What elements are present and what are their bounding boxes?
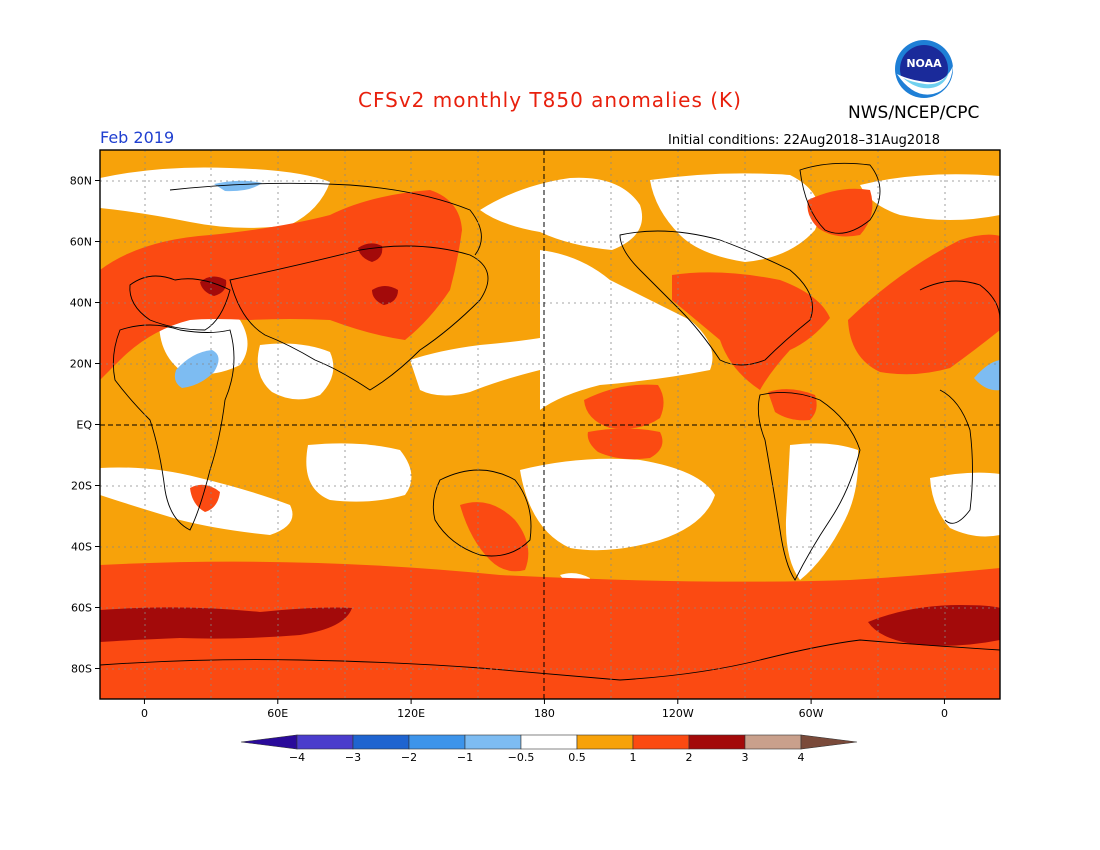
lon-label: 120W bbox=[662, 707, 694, 720]
colorbar-label: −4 bbox=[289, 751, 305, 764]
colorbar-segment bbox=[352, 734, 410, 750]
anomaly-map: 80N 60N 40N 20N EQ 20S 40S 60S 80S 0 60E 120E 180 120… bbox=[70, 149, 1001, 721]
axis-labels: 80N 60N 40N 20N EQ 20S 40S 60S 80S 0 60E 120E 180 120… bbox=[70, 175, 948, 721]
graticule bbox=[100, 150, 1000, 699]
colorbar-arrow-right bbox=[800, 734, 858, 750]
lat-label: 60S bbox=[71, 602, 92, 615]
colorbar-label: 1 bbox=[630, 751, 637, 764]
noaa-logo-text: NOAA bbox=[906, 57, 942, 70]
neutral-anomaly-regions bbox=[100, 167, 1000, 668]
colorbar-label: 3 bbox=[742, 751, 749, 764]
coastlines bbox=[100, 162, 1000, 681]
lat-label: 80S bbox=[71, 663, 92, 676]
colorbar-segment bbox=[464, 734, 522, 750]
chart-title: CFSv2 monthly T850 anomalies (K) bbox=[358, 88, 742, 112]
colorbar-segment bbox=[296, 734, 354, 750]
initial-conditions-label: Initial conditions: 22Aug2018–31Aug2018 bbox=[668, 133, 941, 148]
noaa-logo-icon: NOAA bbox=[895, 40, 953, 98]
colorbar-segment bbox=[744, 734, 802, 750]
lon-label: 0 bbox=[141, 707, 148, 720]
lat-label: 40N bbox=[70, 297, 92, 310]
valid-month-label: Feb 2019 bbox=[100, 128, 175, 147]
colorbar-label: 0.5 bbox=[568, 751, 586, 764]
colorbar-label: −0.5 bbox=[508, 751, 535, 764]
cool-anomaly-regions bbox=[174, 180, 1000, 391]
lon-label: 60E bbox=[267, 707, 288, 720]
colorbar-segment bbox=[632, 734, 690, 750]
lat-label: EQ bbox=[76, 419, 92, 432]
colorbar-segment bbox=[576, 734, 634, 750]
colorbar-label: −2 bbox=[401, 751, 417, 764]
lon-label: 180 bbox=[534, 707, 555, 720]
lat-label: 40S bbox=[71, 541, 92, 554]
colorbar-arrow-left bbox=[240, 734, 298, 750]
colorbar-segment bbox=[520, 734, 578, 750]
strong-warm-anomaly-regions bbox=[100, 188, 1000, 699]
colorbar-label: 2 bbox=[686, 751, 693, 764]
colorbar-segment bbox=[408, 734, 466, 750]
lon-label: 120E bbox=[397, 707, 425, 720]
agency-label: NWS/NCEP/CPC bbox=[848, 103, 980, 123]
colorbar-label: 4 bbox=[798, 751, 805, 764]
colorbar-label: −1 bbox=[457, 751, 473, 764]
colorbar-label: −3 bbox=[345, 751, 361, 764]
lat-label: 80N bbox=[70, 175, 92, 188]
lat-label: 20N bbox=[70, 358, 92, 371]
colorbar-segment bbox=[688, 734, 746, 750]
very-strong-warm-anomaly-regions bbox=[100, 243, 1000, 646]
anomaly-field bbox=[100, 150, 1000, 699]
lat-label: 60N bbox=[70, 236, 92, 249]
lat-label: 20S bbox=[71, 480, 92, 493]
lon-label: 60W bbox=[799, 707, 824, 720]
lon-label: 0 bbox=[941, 707, 948, 720]
